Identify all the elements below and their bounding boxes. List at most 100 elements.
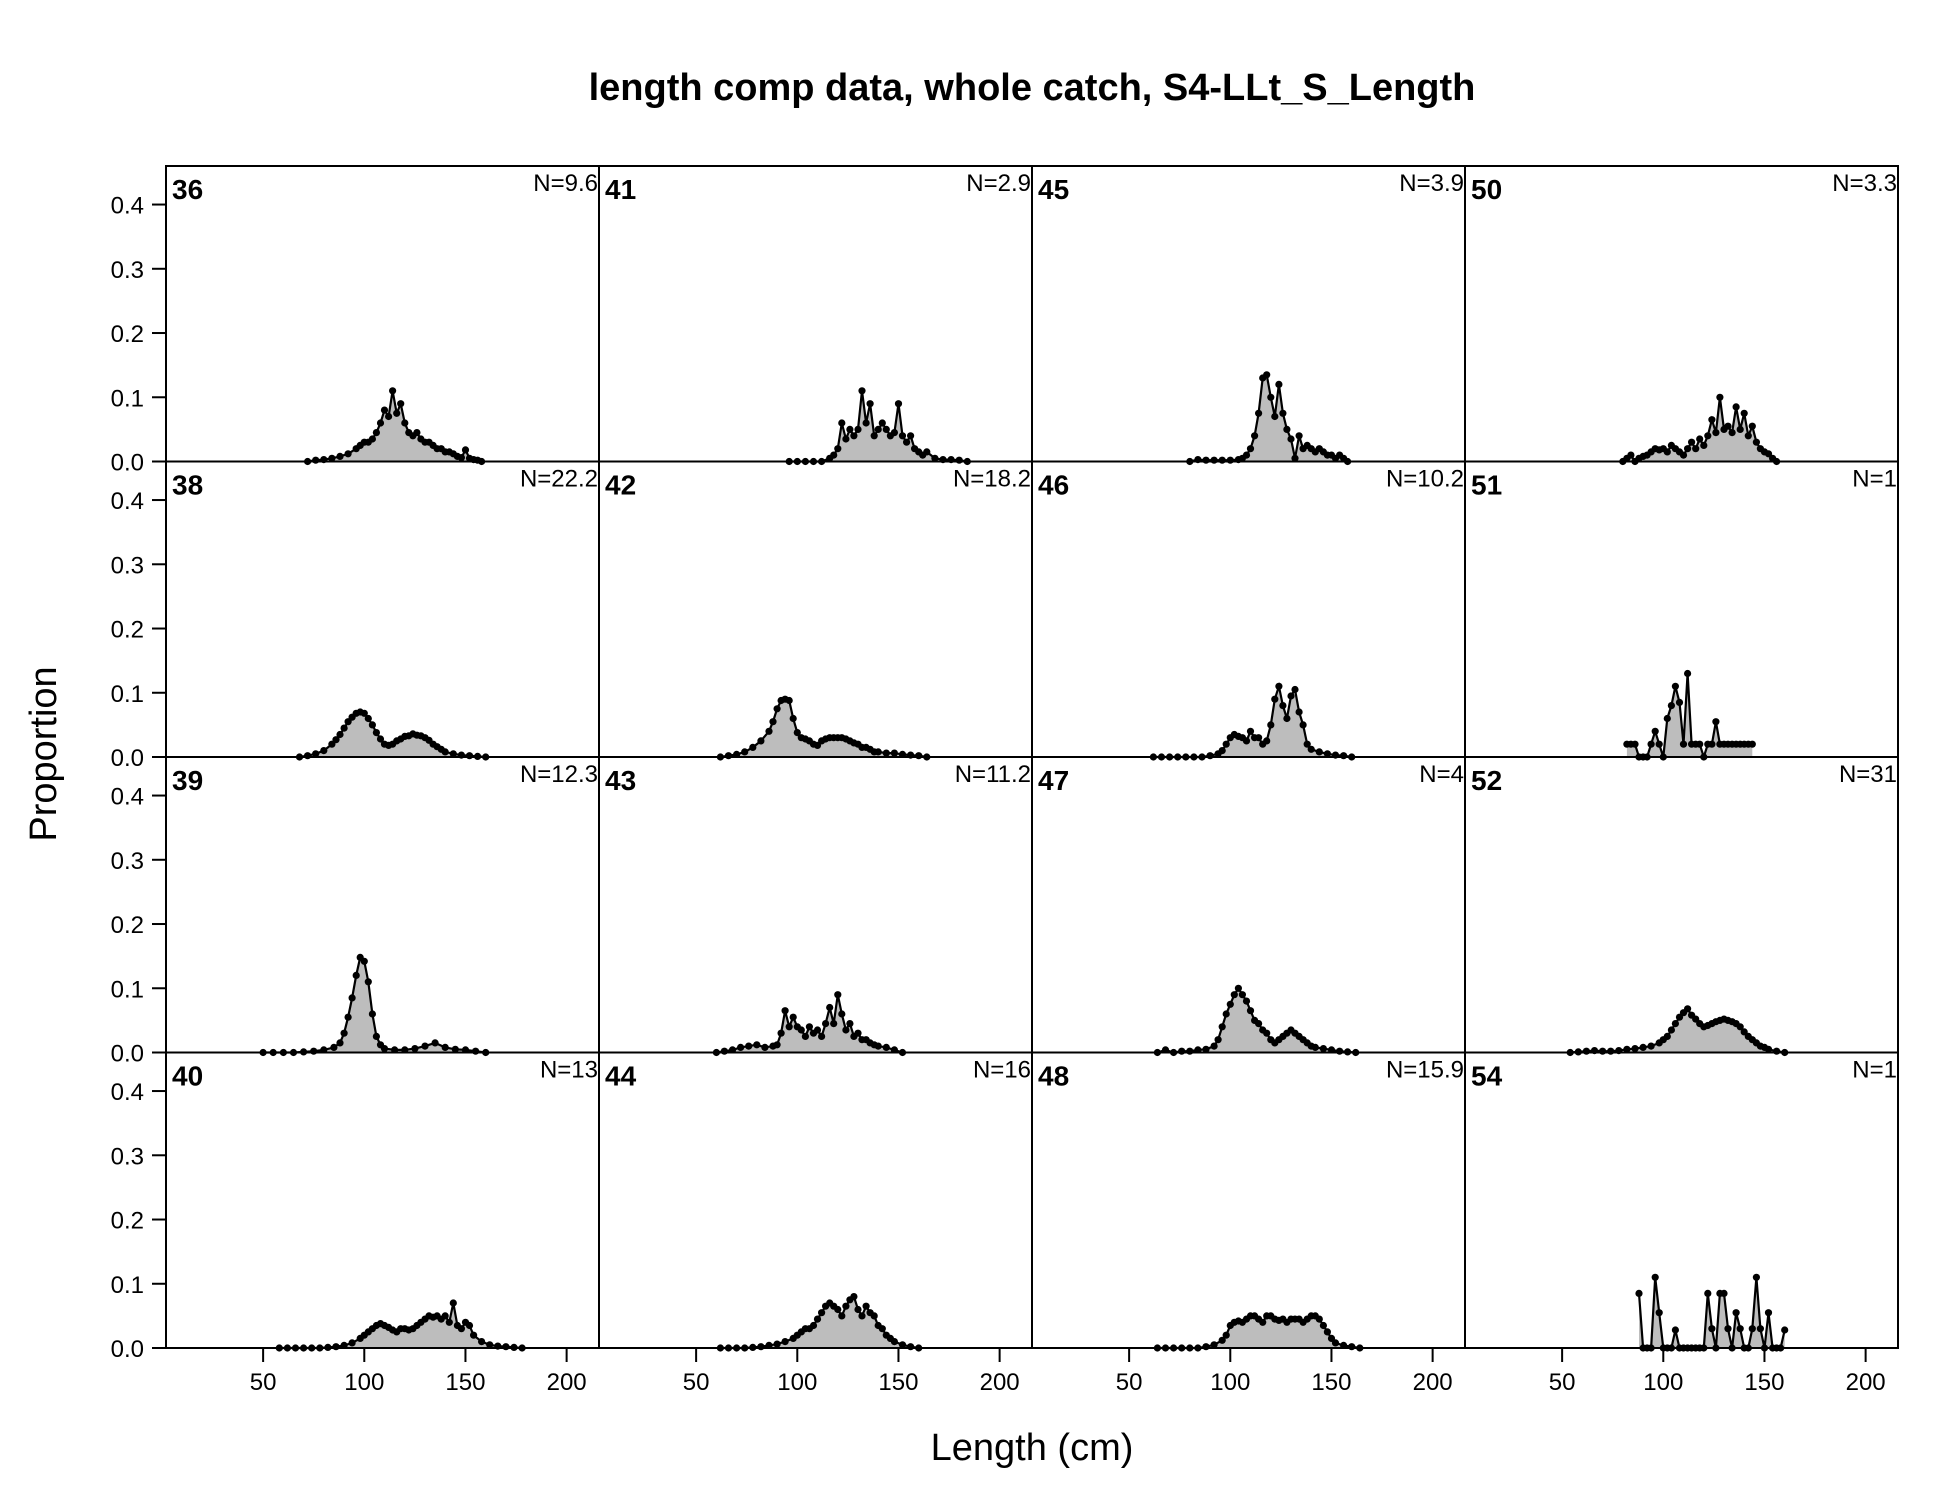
data-point xyxy=(737,1043,745,1051)
data-point xyxy=(1307,745,1315,753)
data-point xyxy=(834,1305,842,1314)
data-point xyxy=(955,456,963,464)
data-point xyxy=(380,406,389,414)
data-point xyxy=(724,752,733,760)
panel-frame xyxy=(1031,1051,1466,1349)
data-point xyxy=(890,749,899,757)
panel-year-label: 41 xyxy=(605,174,636,205)
data-point xyxy=(1671,1020,1679,1028)
data-point xyxy=(761,1043,769,1051)
data-point xyxy=(1684,1005,1692,1013)
data-point xyxy=(882,425,890,433)
data-point xyxy=(1720,1289,1728,1297)
data-point xyxy=(1202,1045,1210,1053)
data-point xyxy=(1222,1331,1230,1339)
data-point xyxy=(1651,727,1659,735)
data-point xyxy=(449,750,457,758)
data-point xyxy=(1340,752,1348,760)
x-tick-label: 100 xyxy=(1643,1369,1683,1396)
panel-year-label: 47 xyxy=(1038,765,1069,796)
data-point xyxy=(842,1026,850,1034)
data-point xyxy=(1299,721,1307,729)
data-point xyxy=(818,1032,826,1040)
data-point xyxy=(1275,682,1283,690)
data-point xyxy=(1218,456,1226,464)
data-point xyxy=(720,1047,729,1055)
panel-n-label: N=9.6 xyxy=(533,170,598,197)
data-point xyxy=(336,452,344,460)
data-point xyxy=(1740,409,1748,417)
data-point xyxy=(310,1047,318,1055)
data-point xyxy=(773,705,781,713)
panel-year-label: 43 xyxy=(605,765,636,796)
data-point xyxy=(502,1343,510,1351)
data-point xyxy=(894,400,903,408)
data-point xyxy=(1655,1309,1663,1317)
data-point xyxy=(1202,456,1210,464)
data-point xyxy=(451,1045,459,1053)
data-point xyxy=(830,1020,838,1028)
data-point xyxy=(360,957,368,965)
y-tick-label: 0.0 xyxy=(111,1041,144,1068)
data-point xyxy=(1230,991,1238,999)
y-tick-label: 0.3 xyxy=(111,257,144,284)
panel-38: 38 N=22.2 0.0 0.1 0.2 0.3 0.4 xyxy=(111,460,600,772)
panel-frame xyxy=(598,756,1033,1054)
data-point xyxy=(1704,1289,1712,1297)
data-point xyxy=(830,451,838,459)
data-point xyxy=(923,448,931,456)
data-point xyxy=(312,456,320,464)
y-tick-label: 0.4 xyxy=(111,784,144,811)
panel-frame xyxy=(1464,756,1899,1054)
y-tick-label: 0.0 xyxy=(111,450,144,477)
data-point xyxy=(874,748,882,756)
panel-36: 36 N=9.6 0.0 0.1 0.2 0.3 0.4 xyxy=(111,165,600,477)
data-point xyxy=(372,1032,380,1040)
data-point xyxy=(1623,1045,1631,1053)
data-point xyxy=(1764,1045,1773,1053)
data-point xyxy=(1712,429,1720,437)
data-point xyxy=(818,1309,826,1317)
x-tick-label: 150 xyxy=(445,1369,485,1396)
data-point xyxy=(1178,1047,1186,1055)
data-point xyxy=(846,1020,854,1028)
y-tick-label: 0.3 xyxy=(111,552,144,579)
y-tick-label: 0.0 xyxy=(111,1336,144,1363)
data-point xyxy=(846,425,854,433)
data-point xyxy=(1202,1343,1210,1351)
panel-48: 48 N=15.9 50 100 150 200 xyxy=(1031,1051,1466,1396)
data-point xyxy=(340,724,348,732)
data-point xyxy=(376,419,385,427)
data-point xyxy=(360,709,368,717)
data-point xyxy=(1708,740,1716,748)
area-fill-38 xyxy=(299,712,486,757)
data-point xyxy=(1752,1273,1760,1281)
data-point xyxy=(1222,740,1230,748)
data-point xyxy=(1716,393,1724,401)
data-point xyxy=(1291,685,1299,694)
data-point xyxy=(1218,747,1226,755)
data-point xyxy=(1186,1047,1194,1055)
data-point xyxy=(1744,432,1752,440)
data-point xyxy=(1736,1325,1744,1333)
data-point xyxy=(870,432,878,440)
panel-n-label: N=4 xyxy=(1419,761,1464,788)
data-point xyxy=(757,737,765,745)
data-point xyxy=(838,1312,846,1320)
panel-n-label: N=10.2 xyxy=(1386,466,1464,493)
data-point xyxy=(854,425,862,433)
data-point xyxy=(1267,393,1275,401)
data-point xyxy=(878,419,886,427)
panel-46: 46 N=10.2 xyxy=(1031,460,1466,761)
data-point xyxy=(866,400,874,408)
panel-frame xyxy=(1031,460,1466,758)
data-point xyxy=(348,1339,356,1347)
data-point xyxy=(1663,714,1671,723)
data-point xyxy=(741,748,749,756)
data-point xyxy=(858,387,866,395)
data-point xyxy=(340,1029,348,1037)
data-point xyxy=(332,1343,340,1351)
data-point xyxy=(1271,695,1279,703)
panel-frame xyxy=(165,460,600,758)
